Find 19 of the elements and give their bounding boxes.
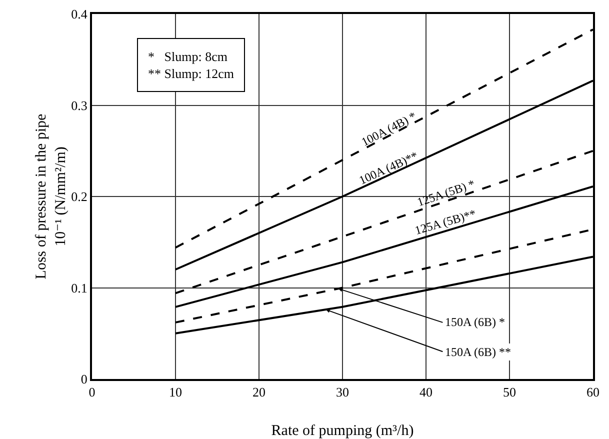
x-tick-label: 10	[169, 384, 182, 400]
text: 125A (5B)**	[413, 206, 478, 238]
y-axis-title: Loss of pressure in the pipe 10⁻¹ (N/mm²/m)	[34, 113, 70, 280]
text: 150A (6B) *	[445, 315, 505, 329]
x-tick-label: 40	[420, 384, 432, 400]
y-tick-label: 0.2	[71, 189, 88, 204]
annotation: * Slump: 8cm ** Slump: 12cm	[148, 49, 234, 81]
text: 100A (4B) *	[358, 108, 419, 150]
x-tick-label: 20	[252, 384, 266, 400]
y-tick-label: 0.4	[71, 6, 88, 22]
x-tick-label: 60	[586, 384, 600, 400]
text: 125A (5B) *	[415, 176, 477, 210]
x-tick-label: 50	[503, 384, 516, 400]
y-tick-label: 0	[80, 372, 88, 387]
x-tick-label: 30	[336, 384, 349, 400]
y-tick-label: 0.3	[71, 98, 88, 113]
y-tick-label: 0.1	[71, 280, 88, 296]
text: 150A (6B) **	[445, 345, 511, 359]
x-axis-title: Rate of pumping (m³/h)	[271, 423, 414, 439]
